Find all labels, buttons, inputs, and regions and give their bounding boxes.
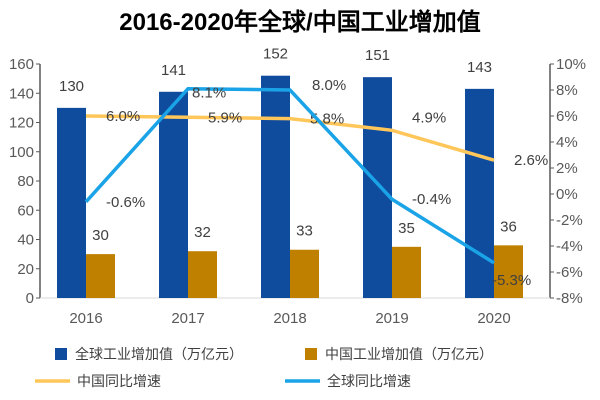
y-tick-label: 20 bbox=[17, 261, 34, 278]
y2-tick-label: -8% bbox=[556, 290, 583, 307]
x-tick-label: 2019 bbox=[375, 310, 408, 327]
bar-data-label: 32 bbox=[194, 224, 211, 241]
line-data-label: 8.0% bbox=[312, 77, 346, 94]
bar-data-label: 30 bbox=[92, 227, 109, 244]
y-tick-label: 140 bbox=[9, 85, 34, 102]
bar-data-label: 33 bbox=[296, 223, 313, 240]
bar-global bbox=[57, 107, 86, 298]
y2-tick-label: -2% bbox=[556, 212, 583, 229]
line-data-label: 4.9% bbox=[412, 109, 446, 126]
line-data-label: 5.9% bbox=[208, 109, 242, 126]
y2-tick-label: 10% bbox=[556, 56, 586, 73]
y2-tick-label: 8% bbox=[556, 82, 578, 99]
bar-china bbox=[494, 245, 523, 298]
bar-china bbox=[290, 249, 319, 298]
legend-swatch bbox=[305, 348, 317, 360]
legend-label: 中国同比增速 bbox=[77, 373, 161, 389]
line-data-label: 8.1% bbox=[192, 85, 226, 102]
line-data-label: -5.3% bbox=[492, 272, 531, 289]
bar-global bbox=[363, 77, 392, 298]
x-tick-label: 2016 bbox=[69, 310, 102, 327]
y2-tick-label: -6% bbox=[556, 264, 583, 281]
line-data-label: 5.8% bbox=[310, 111, 344, 128]
x-tick-label: 2017 bbox=[171, 310, 204, 327]
y-tick-label: 100 bbox=[9, 144, 34, 161]
y2-tick-label: 6% bbox=[556, 108, 578, 125]
bar-data-label: 141 bbox=[161, 62, 186, 79]
y-tick-label: 0 bbox=[26, 290, 34, 307]
x-tick-label: 2020 bbox=[477, 310, 510, 327]
y-tick-label: 40 bbox=[17, 232, 34, 249]
x-tick-label: 2018 bbox=[273, 310, 306, 327]
line-data-label: -0.6% bbox=[106, 194, 145, 211]
bar-data-label: 36 bbox=[500, 218, 517, 235]
y2-tick-label: 2% bbox=[556, 160, 578, 177]
line-data-label: -0.4% bbox=[412, 191, 451, 208]
bar-data-label: 143 bbox=[467, 59, 492, 76]
y2-tick-label: 0% bbox=[556, 186, 578, 203]
bar-china bbox=[86, 254, 115, 298]
bar-data-label: 151 bbox=[365, 47, 390, 64]
line-data-label: 6.0% bbox=[106, 108, 140, 125]
line-global-growth bbox=[84, 86, 495, 265]
y-tick-label: 120 bbox=[9, 115, 34, 132]
bar-china bbox=[188, 251, 217, 298]
bar-data-label: 130 bbox=[59, 78, 84, 95]
y-tick-label: 80 bbox=[17, 173, 34, 190]
bar-global bbox=[261, 75, 290, 298]
legend-label: 全球工业增加值（万亿元） bbox=[75, 346, 243, 362]
y2-tick-label: -4% bbox=[556, 238, 583, 255]
bar-china bbox=[392, 246, 421, 298]
chart-title: 2016-2020年全球/中国工业增加值 bbox=[119, 8, 480, 36]
legend-swatch bbox=[55, 348, 67, 360]
line-china-growth bbox=[85, 114, 495, 162]
y-tick-label: 160 bbox=[9, 56, 34, 73]
legend-label: 全球同比增速 bbox=[327, 373, 411, 389]
y2-tick-label: 4% bbox=[556, 134, 578, 151]
bar-data-label: 35 bbox=[398, 220, 415, 237]
bar-data-label: 152 bbox=[263, 46, 288, 63]
y-tick-label: 60 bbox=[17, 202, 34, 219]
bar-global bbox=[465, 88, 494, 298]
legend-label: 中国工业增加值（万亿元） bbox=[325, 346, 493, 362]
line-data-label: 2.6% bbox=[514, 152, 548, 169]
bar-global bbox=[159, 91, 188, 298]
